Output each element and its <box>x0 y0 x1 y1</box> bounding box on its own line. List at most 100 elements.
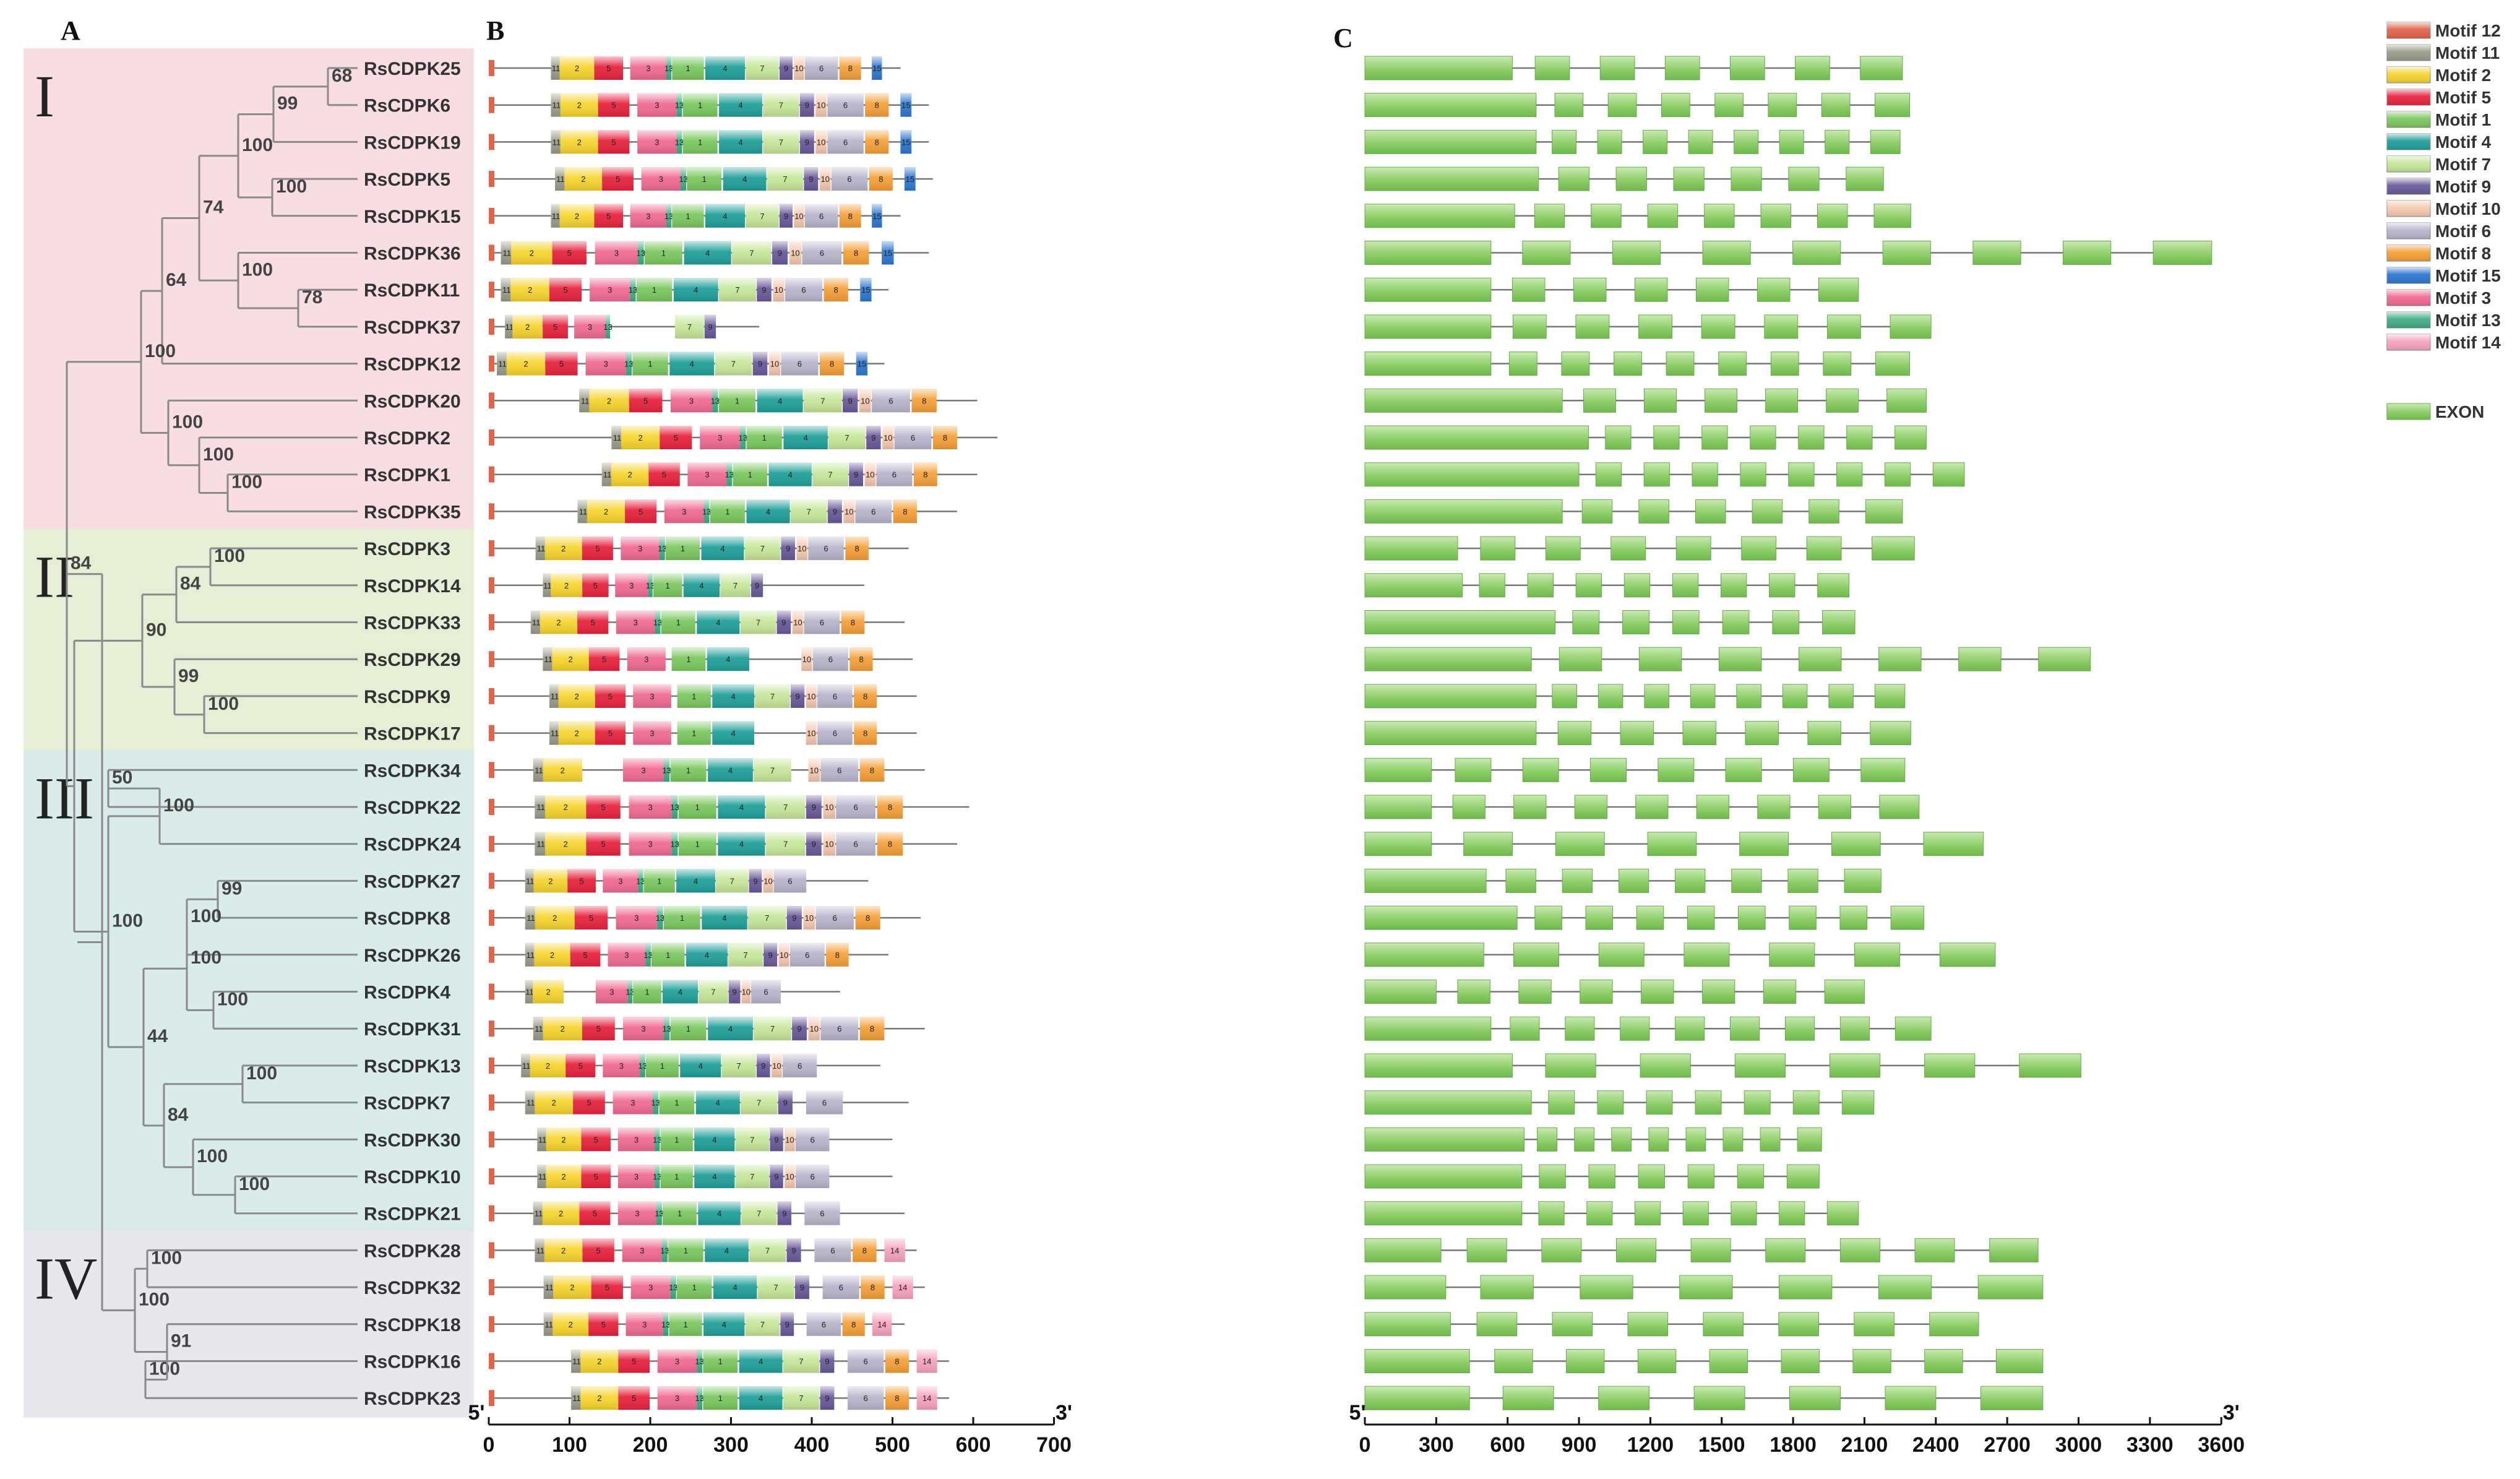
motif-number: 10 <box>810 1024 819 1033</box>
exon-block <box>1836 462 1863 487</box>
legend-swatch-gloss <box>2387 201 2430 217</box>
motif-number: 1 <box>762 433 767 442</box>
exon-block <box>1841 1090 1875 1115</box>
motif-gloss <box>812 462 849 486</box>
motif-number: 3 <box>640 1246 644 1255</box>
exon-block <box>1722 610 1750 634</box>
motif-gloss <box>786 906 802 930</box>
motif-gloss <box>670 1017 707 1041</box>
exon-block <box>1463 832 1513 856</box>
exon-block <box>1860 757 1906 782</box>
motif-gloss <box>676 93 682 117</box>
motif-number: 2 <box>597 1394 601 1403</box>
gene-name: RsCDPK4 <box>364 983 450 1003</box>
motif-number: 14 <box>922 1357 931 1366</box>
exon-block <box>1701 425 1728 450</box>
motif-gloss <box>534 942 570 967</box>
gene-name: RsCDPK20 <box>364 391 461 412</box>
legend-label: Motif 14 <box>2435 333 2501 352</box>
motif-number: 1 <box>692 692 696 701</box>
motif-number: 7 <box>756 618 760 627</box>
motif-gloss <box>571 1349 582 1373</box>
exon-block <box>1806 536 1842 561</box>
exon-block <box>1615 166 1647 191</box>
exon-block <box>1364 721 1537 746</box>
motif-gloss <box>546 1165 582 1188</box>
motif-gloss <box>608 942 646 967</box>
exon-block <box>1854 942 1901 967</box>
motif-number: 8 <box>875 101 879 110</box>
motif-number: 11 <box>553 137 561 147</box>
motif-gloss <box>916 1349 937 1373</box>
motif-gloss <box>713 1275 757 1300</box>
motif-number: 6 <box>801 285 806 295</box>
motif-gloss <box>859 758 885 782</box>
motif-number: 5 <box>639 507 643 516</box>
motif-number: 8 <box>830 360 834 369</box>
exon-block <box>1705 388 1738 413</box>
motif-number: 10 <box>780 951 788 960</box>
exon-block <box>1738 905 1766 930</box>
exon-block <box>1595 462 1622 487</box>
motif-number: 6 <box>822 1098 827 1108</box>
motif-number: 13 <box>637 249 645 258</box>
legend-label: Motif 1 <box>2435 110 2491 129</box>
motif-number: 14 <box>922 1394 931 1403</box>
legend-swatch-gloss <box>2387 178 2430 194</box>
motif-number: 9 <box>797 1024 801 1033</box>
motif-number: 5 <box>583 951 587 960</box>
bootstrap-value: 100 <box>246 1063 277 1084</box>
motif-gloss <box>740 610 776 634</box>
motif-gloss <box>571 1386 582 1410</box>
motif-number: 3 <box>644 655 648 664</box>
motif-gloss <box>789 241 802 265</box>
exon-block <box>1534 905 1562 930</box>
motif-number: 8 <box>851 618 855 627</box>
motif-12 <box>489 134 494 150</box>
axis-tick-label: 1800 <box>1770 1433 1817 1457</box>
motif-gloss <box>792 610 804 634</box>
motif-number: 7 <box>687 322 692 332</box>
motif-gloss <box>672 204 704 228</box>
exon-block <box>1480 536 1516 561</box>
motif-number: 1 <box>652 285 656 295</box>
motif-number: 6 <box>763 988 768 997</box>
motif-gloss <box>525 869 535 893</box>
motif-number: 13 <box>626 988 634 997</box>
motif-number: 8 <box>848 212 853 221</box>
axis-tick-label: 600 <box>1490 1433 1525 1457</box>
motif-number: 11 <box>544 655 553 664</box>
motif-number: 5 <box>593 581 598 590</box>
bootstrap-value: 100 <box>239 1174 270 1194</box>
motif-number: 5 <box>632 1394 636 1403</box>
exon-block <box>1696 795 1729 819</box>
motif-number: 9 <box>791 1246 796 1255</box>
motif-gloss <box>872 56 882 80</box>
motif-number: 9 <box>848 396 853 405</box>
motif-gloss <box>521 1053 532 1077</box>
exon-block <box>1769 573 1795 598</box>
exon-block <box>1768 93 1797 118</box>
exon-block <box>1557 721 1592 746</box>
motif-number: 5 <box>594 1135 598 1144</box>
motif-gloss <box>715 351 752 376</box>
motif-number: 10 <box>825 840 833 849</box>
legend-swatch-gloss <box>2387 134 2430 150</box>
motif-number: 15 <box>884 249 892 258</box>
motif-number: 4 <box>705 249 710 258</box>
motif-gloss <box>630 278 636 302</box>
exon-block <box>1364 684 1537 709</box>
exon-block <box>1637 1349 1677 1373</box>
exon-block <box>1364 351 1492 376</box>
motif-number: 2 <box>639 433 643 442</box>
motif-number: 6 <box>864 1394 868 1403</box>
motif-number: 3 <box>608 285 612 295</box>
gene-name: RsCDPK13 <box>364 1056 461 1077</box>
exon-block <box>1720 573 1747 598</box>
exon-block <box>1795 56 1830 80</box>
motif-gloss <box>645 942 651 967</box>
motif-gloss <box>616 906 658 930</box>
motif-gloss <box>636 278 673 302</box>
motif-gloss <box>543 758 582 782</box>
motif-gloss <box>783 1349 820 1373</box>
